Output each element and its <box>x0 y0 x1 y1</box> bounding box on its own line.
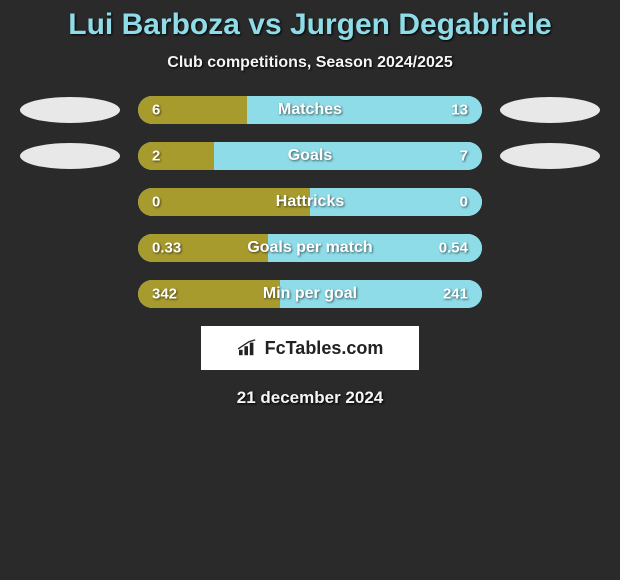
stat-value-right: 0 <box>460 194 468 211</box>
bar-right-fill <box>214 142 482 170</box>
subtitle: Club competitions, Season 2024/2025 <box>0 54 620 72</box>
bar-left-fill <box>138 142 214 170</box>
page-title: Lui Barboza vs Jurgen Degabriele <box>0 8 620 42</box>
stat-bar: 0.33 0.54 Goals per match <box>138 234 482 262</box>
stat-row: 0 0 Hattricks <box>0 188 620 216</box>
stat-value-right: 241 <box>443 286 468 303</box>
logo-text: FcTables.com <box>265 338 384 359</box>
stat-row: 6 13 Matches <box>0 96 620 124</box>
stat-row: 0.33 0.54 Goals per match <box>0 234 620 262</box>
player-ellipse-right <box>500 143 600 169</box>
stat-label: Hattricks <box>276 193 344 211</box>
stat-value-left: 0 <box>152 194 160 211</box>
stat-bar: 0 0 Hattricks <box>138 188 482 216</box>
date-text: 21 december 2024 <box>0 388 620 408</box>
stat-value-right: 13 <box>451 102 468 119</box>
stat-label: Min per goal <box>263 285 357 303</box>
stat-bar: 2 7 Goals <box>138 142 482 170</box>
player-ellipse-left <box>20 97 120 123</box>
stat-label: Matches <box>278 101 342 119</box>
stat-row: 2 7 Goals <box>0 142 620 170</box>
stat-value-left: 342 <box>152 286 177 303</box>
stat-value-right: 0.54 <box>439 240 468 257</box>
stat-label: Goals <box>288 147 332 165</box>
bar-chart-icon <box>237 339 259 357</box>
logo-box: FcTables.com <box>201 326 419 370</box>
comparison-card: Lui Barboza vs Jurgen Degabriele Club co… <box>0 0 620 416</box>
stats-area: 6 13 Matches 2 7 Goals 0 0 Hattricks 0.33 0.54 Goal… <box>0 96 620 308</box>
player-ellipse-left <box>20 143 120 169</box>
stat-value-right: 7 <box>460 148 468 165</box>
stat-bar: 342 241 Min per goal <box>138 280 482 308</box>
stat-row: 342 241 Min per goal <box>0 280 620 308</box>
stat-value-left: 2 <box>152 148 160 165</box>
stat-value-left: 6 <box>152 102 160 119</box>
player-ellipse-right <box>500 97 600 123</box>
stat-bar: 6 13 Matches <box>138 96 482 124</box>
stat-label: Goals per match <box>247 239 372 257</box>
stat-value-left: 0.33 <box>152 240 181 257</box>
